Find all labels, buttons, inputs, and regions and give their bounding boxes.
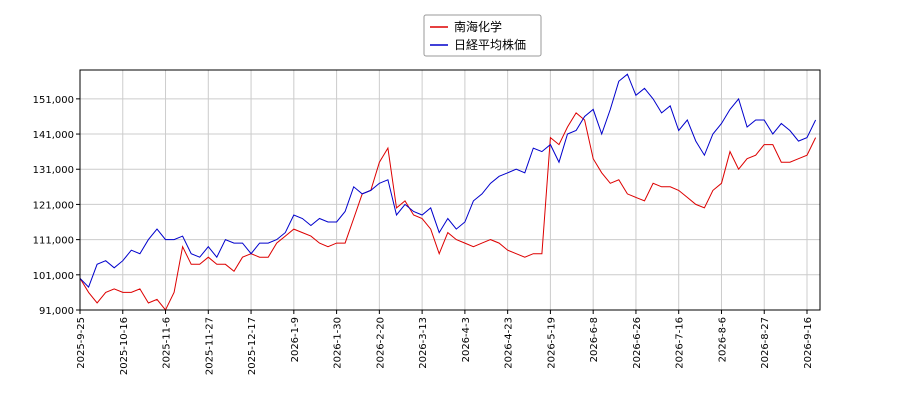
x-tick-label: 2026-6-26 <box>632 317 643 369</box>
y-tick-label: 151,000 <box>33 95 74 106</box>
y-tick-label: 121,000 <box>33 200 74 211</box>
x-tick-label: 2026-8-6 <box>717 317 728 362</box>
y-tick-label: 111,000 <box>33 236 74 247</box>
line-series <box>79 73 817 289</box>
x-tick-label: 2026-1-30 <box>333 317 344 369</box>
x-tick-label: 2026-6-8 <box>589 317 600 362</box>
legend-label: 日経平均株価 <box>454 37 526 52</box>
line-series <box>79 112 817 311</box>
legend-label: 南海化学 <box>454 19 502 34</box>
x-tick-label: 2026-8-27 <box>760 317 771 369</box>
x-tick-label: 2026-4-3 <box>461 317 472 362</box>
x-tick-label: 2026-1-9 <box>290 317 301 362</box>
x-tick-label: 2026-2-20 <box>375 317 386 369</box>
x-tick-label: 2025-11-6 <box>162 317 173 369</box>
x-tick-label: 2025-10-16 <box>119 317 130 375</box>
y-tick-label: 131,000 <box>33 165 74 176</box>
x-tick-label: 2025-9-25 <box>76 317 87 369</box>
plot-area <box>80 70 820 310</box>
x-tick-label: 2026-5-19 <box>546 317 557 369</box>
y-tick-label: 101,000 <box>33 271 74 282</box>
x-tick-label: 2026-9-16 <box>803 317 814 369</box>
x-tick-label: 2026-4-23 <box>504 317 515 369</box>
x-tick-label: 2025-11-27 <box>204 317 215 375</box>
x-tick-label: 2026-7-16 <box>675 317 686 369</box>
x-tick-label: 2025-12-17 <box>247 317 258 375</box>
plot-frame <box>79 69 821 311</box>
legend-box <box>423 14 542 57</box>
y-tick-label: 141,000 <box>33 130 74 141</box>
y-tick-label: 91,000 <box>39 306 74 317</box>
x-tick-label: 2026-3-13 <box>418 317 429 369</box>
